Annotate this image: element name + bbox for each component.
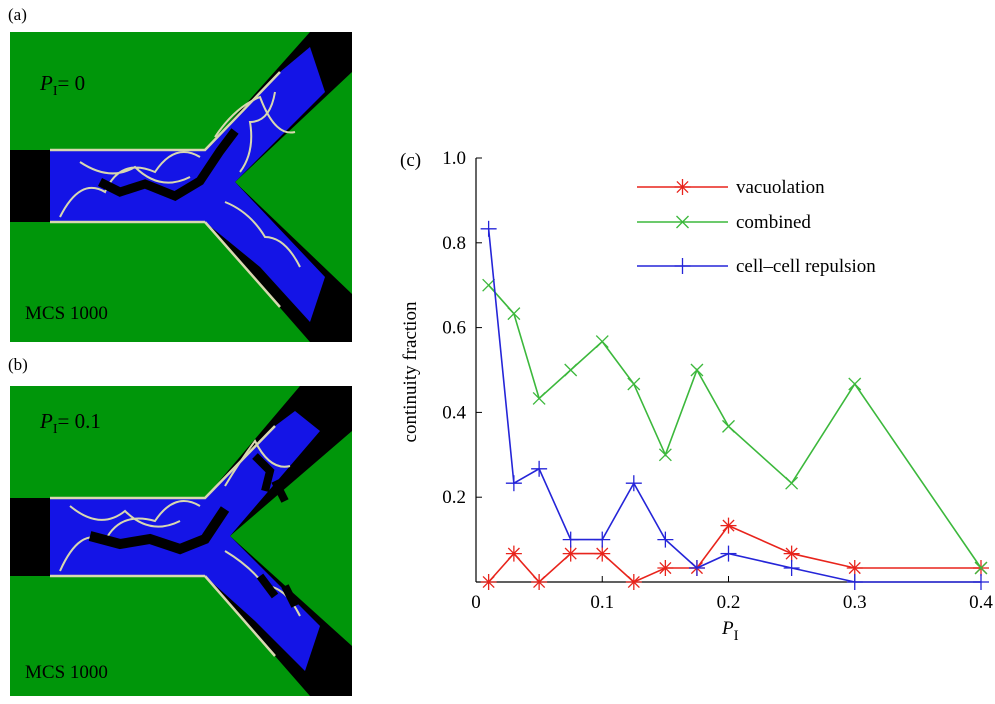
- data-point: [562, 531, 579, 548]
- series-line-2: [487, 228, 981, 583]
- panel-c-label: (c): [400, 150, 421, 171]
- x-tick-label: 0.3: [843, 592, 867, 613]
- panel-b-mcs-label: MCS 1000: [25, 662, 108, 683]
- panel-a-mcs-label: MCS 1000: [25, 303, 108, 324]
- data-point: [594, 531, 611, 548]
- y-tick-label: 0.2: [442, 487, 466, 508]
- legend-marker: [676, 215, 689, 229]
- y-tick-label: 0.6: [442, 318, 466, 339]
- data-point: [627, 377, 641, 391]
- chart-legend: vacuolation combined cell–cell repulsion: [637, 177, 876, 277]
- data-point: [480, 220, 497, 237]
- x-tick-label: 0.2: [717, 592, 741, 613]
- series-line-1: [488, 284, 982, 569]
- legend-marker: [674, 258, 691, 274]
- data-point: [657, 531, 674, 548]
- data-point: [564, 363, 578, 377]
- legend-label: combined: [736, 212, 811, 233]
- y-tick-label: 1.0: [442, 148, 466, 169]
- chart-axes: 0 0.1 0.2 0.3 0.4 0.2 0.4 0.6 0.8 1.0: [442, 148, 993, 613]
- data-point: [783, 545, 800, 562]
- data-point: [720, 545, 737, 562]
- data-point: [973, 574, 989, 590]
- data-point: [657, 560, 674, 577]
- data-point: [531, 460, 548, 477]
- data-point: [848, 377, 862, 391]
- data-point: [690, 363, 704, 377]
- data-point: [505, 545, 522, 562]
- data-point: [783, 560, 800, 577]
- data-point: [595, 335, 609, 349]
- simulation-image-a: PI= 0 MCS 1000: [10, 32, 352, 342]
- panel-b-pi-symbol: PI= 0.1: [39, 409, 101, 437]
- y-axis-label: continuity fraction: [400, 301, 421, 442]
- x-axis-label: PI: [721, 618, 739, 644]
- legend-label: cell–cell repulsion: [736, 256, 876, 277]
- data-point: [625, 574, 642, 590]
- x-tick-label: 0: [471, 592, 481, 613]
- panel-b-label: (b): [8, 355, 28, 374]
- data-point: [846, 574, 863, 590]
- data-point: [505, 475, 522, 492]
- data-point: [720, 517, 737, 534]
- data-point: [480, 574, 497, 590]
- data-point: [532, 391, 546, 405]
- panel-a-label: (a): [8, 5, 27, 24]
- simulation-image-b: PI= 0.1 MCS 1000: [10, 386, 352, 696]
- data-point: [688, 560, 705, 577]
- data-point: [974, 561, 988, 575]
- y-tick-label: 0.4: [442, 402, 466, 423]
- data-point: [507, 307, 521, 321]
- legend-label: vacuolation: [736, 177, 825, 198]
- data-point: [658, 448, 672, 462]
- data-point: [625, 475, 642, 492]
- data-point: [482, 278, 496, 292]
- data-point: [846, 560, 863, 577]
- data-point: [531, 574, 548, 590]
- x-tick-label: 0.1: [590, 592, 614, 613]
- panel-a-pi-symbol: PI= 0: [39, 71, 85, 99]
- data-point: [722, 419, 735, 433]
- data-point: [562, 545, 579, 562]
- y-tick-label: 0.8: [442, 233, 466, 254]
- data-point: [785, 476, 799, 490]
- legend-marker: [674, 179, 691, 195]
- data-point: [594, 545, 611, 562]
- x-tick-label: 0.4: [969, 592, 993, 613]
- chart-series: [480, 220, 989, 590]
